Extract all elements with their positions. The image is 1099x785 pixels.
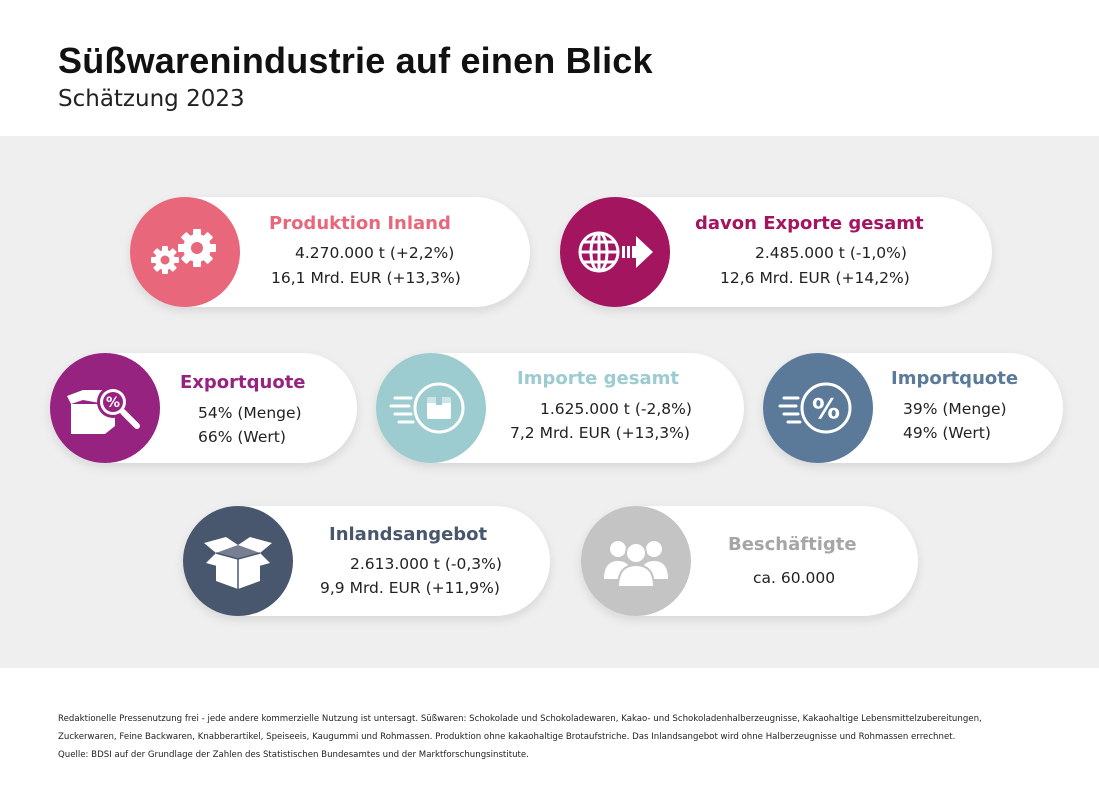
circle-importquote: % bbox=[763, 353, 873, 463]
circle-beschaeftigte bbox=[581, 506, 691, 616]
exporte-title: davon Exporte gesamt bbox=[695, 213, 924, 234]
footer-notes: Redaktionelle Pressenutzung frei - jede … bbox=[58, 710, 1058, 764]
footer-line-3: Quelle: BDSI auf der Grundlage der Zahle… bbox=[58, 750, 529, 760]
exporte-quantity: 2.485.000 t (-1,0%) bbox=[755, 244, 907, 262]
produktion-title: Produktion Inland bbox=[269, 213, 451, 234]
svg-text:%: % bbox=[106, 395, 120, 411]
produktion-quantity: 4.270.000 t (+2,2%) bbox=[295, 244, 455, 262]
page-subtitle: Schätzung 2023 bbox=[58, 86, 245, 112]
box-magnifier-percent-icon: % bbox=[67, 386, 140, 434]
exportquote-value: 66% (Wert) bbox=[198, 428, 286, 446]
inlandsangebot-quantity: 2.613.000 t (-0,3%) bbox=[350, 555, 502, 573]
importquote-value: 49% (Wert) bbox=[903, 424, 991, 442]
circle-inlandsangebot bbox=[183, 506, 293, 616]
footer-line-2: Zuckerwaren, Feine Backwaren, Knabberart… bbox=[58, 732, 956, 742]
svg-text:%: % bbox=[812, 392, 840, 425]
exportquote-title: Exportquote bbox=[180, 372, 306, 393]
importquote-quantity: 39% (Menge) bbox=[903, 400, 1007, 418]
circle-importe bbox=[376, 353, 486, 463]
exportquote-quantity: 54% (Menge) bbox=[198, 404, 302, 422]
inlandsangebot-value: 9,9 Mrd. EUR (+11,9%) bbox=[320, 579, 500, 597]
moving-box-icon bbox=[389, 382, 465, 434]
importe-value: 7,2 Mrd. EUR (+13,3%) bbox=[510, 424, 690, 442]
importe-title: Importe gesamt bbox=[517, 368, 679, 389]
people-icon bbox=[604, 541, 668, 588]
moving-percent-icon: % bbox=[778, 382, 852, 434]
beschaeftigte-title: Beschäftigte bbox=[728, 534, 857, 555]
produktion-value: 16,1 Mrd. EUR (+13,3%) bbox=[271, 269, 461, 287]
inlandsangebot-title: Inlandsangebot bbox=[329, 524, 488, 545]
circle-exportquote: % bbox=[50, 353, 160, 463]
globe-arrow-icon bbox=[578, 231, 653, 273]
circle-produktion bbox=[130, 197, 240, 307]
beschaeftigte-count: ca. 60.000 bbox=[753, 569, 836, 587]
importquote-title: Importquote bbox=[891, 368, 1019, 389]
importe-quantity: 1.625.000 t (-2,8%) bbox=[540, 400, 692, 418]
open-box-icon bbox=[204, 537, 272, 589]
footer-line-1: Redaktionelle Pressenutzung frei - jede … bbox=[58, 714, 982, 724]
exporte-value: 12,6 Mrd. EUR (+14,2%) bbox=[720, 269, 910, 287]
circle-exporte bbox=[560, 197, 670, 307]
gears-icon bbox=[151, 229, 216, 274]
page-title: Süßwarenindustrie auf einen Blick bbox=[58, 40, 653, 81]
